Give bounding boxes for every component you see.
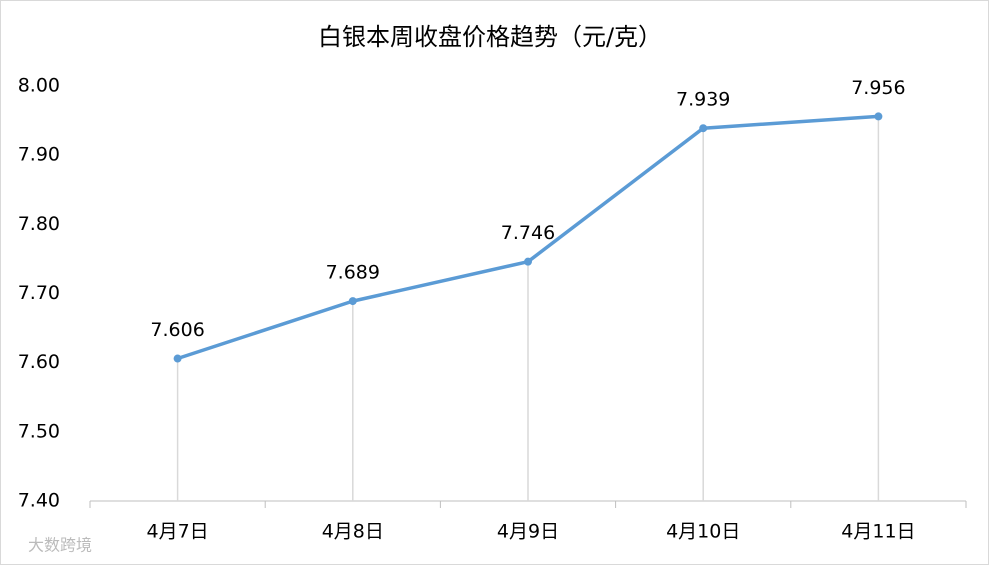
- data-label: 7.606: [150, 319, 204, 341]
- data-label: 7.956: [851, 77, 905, 99]
- point: [173, 354, 182, 363]
- y-tick-label: 7.70: [18, 282, 60, 304]
- y-tick-label: 7.60: [18, 351, 60, 373]
- x-tick-label: 4月11日: [841, 521, 915, 543]
- data-label: 7.939: [676, 89, 730, 111]
- chart-title: 白银本周收盘价格趋势（元/克）: [318, 23, 662, 51]
- point: [699, 124, 708, 133]
- point: [348, 297, 357, 306]
- y-tick-label: 8.00: [18, 75, 60, 97]
- data-label: 7.746: [501, 222, 555, 244]
- x-tick-label: 4月10日: [666, 521, 740, 543]
- y-tick-label: 7.50: [18, 420, 60, 442]
- y-tick-label: 7.40: [18, 490, 60, 512]
- x-tick-label: 4月7日: [147, 521, 209, 543]
- watermark: 大数跨境: [28, 536, 92, 555]
- point: [874, 112, 883, 121]
- point: [524, 257, 532, 266]
- y-tick-label: 7.90: [18, 144, 60, 166]
- y-tick-label: 7.80: [18, 213, 60, 235]
- x-tick-label: 4月8日: [322, 521, 384, 543]
- data-label: 7.689: [326, 262, 380, 284]
- x-tick-label: 4月9日: [497, 521, 559, 543]
